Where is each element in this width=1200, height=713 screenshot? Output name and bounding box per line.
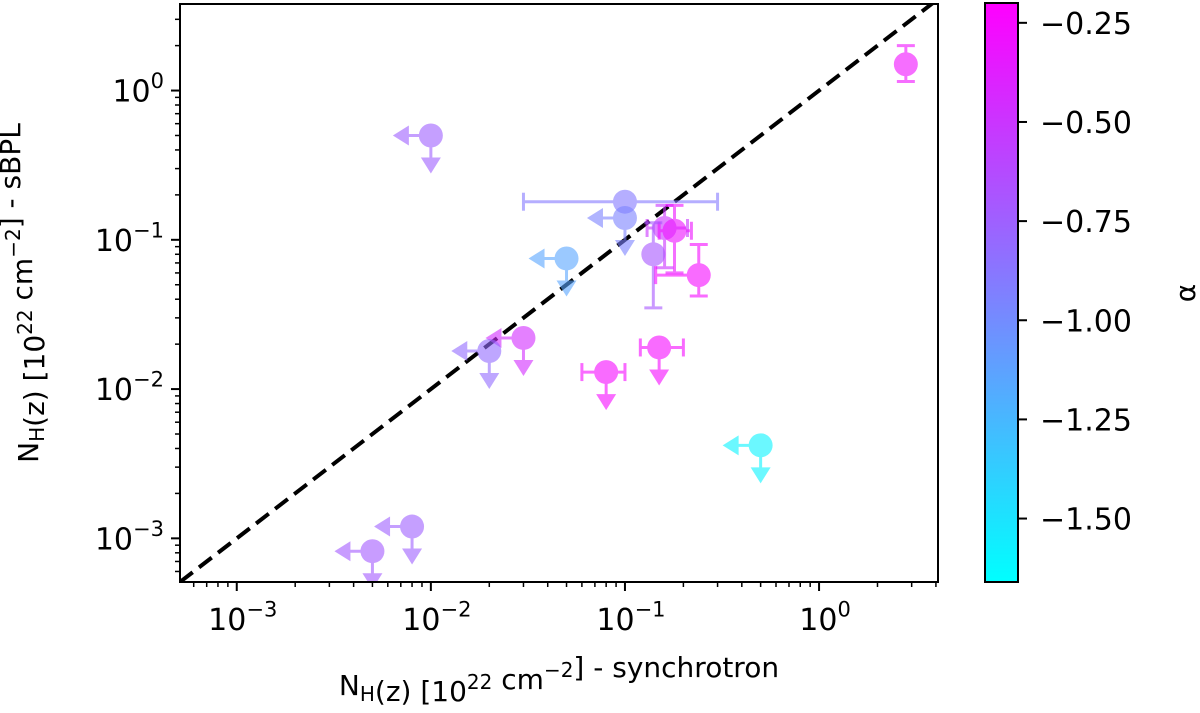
data-point	[657, 203, 693, 275]
colorbar	[984, 2, 1019, 583]
data-marker	[686, 263, 711, 288]
data-point	[641, 221, 666, 310]
x-upper-limit-arrow	[722, 435, 739, 456]
y-axis-label: NH(z) [1022 cm−2] - sBPL	[0, 123, 51, 463]
x-upper-limit-arrow	[374, 516, 391, 537]
data-point	[722, 433, 773, 484]
data-marker	[612, 205, 637, 230]
data-marker	[418, 123, 443, 148]
colorbar-tick-label: −1.50	[1040, 503, 1132, 538]
data-point	[586, 205, 637, 256]
axes: 10−3 10−2 10−1 100 10−3 10−2 10−1 100	[95, 18, 937, 639]
colorbar-tick-label: −1.25	[1040, 403, 1132, 438]
data-point	[374, 514, 425, 565]
data-marker	[748, 433, 773, 458]
one-to-one-line	[180, 4, 935, 582]
y-upper-limit-arrow	[556, 280, 577, 297]
colorbar-tick-label: −0.50	[1040, 106, 1132, 141]
data-marker	[477, 338, 502, 363]
y-upper-limit-arrow	[750, 467, 771, 484]
data-marker	[360, 539, 385, 564]
data-layer	[180, 4, 935, 582]
colorbar-tick-label: −1.00	[1040, 304, 1132, 339]
data-marker	[641, 242, 666, 267]
x-upper-limit-arrow	[334, 541, 351, 562]
y-upper-limit-arrow	[479, 372, 500, 389]
data-marker	[400, 514, 425, 539]
x-tick-label: 10−1	[596, 598, 665, 639]
data-point	[334, 539, 385, 582]
y-upper-limit-arrow	[402, 548, 423, 565]
x-upper-limit-arrow	[528, 248, 545, 269]
plot-frame	[179, 3, 939, 583]
x-tick-label: 100	[799, 598, 851, 639]
colorbar-ticks: −0.25 −0.50 −0.75 −1.00 −1.25 −1.50	[1018, 7, 1132, 538]
data-point	[392, 123, 443, 174]
y-tick-label: 100	[112, 69, 164, 110]
y-upper-limit-arrow	[596, 394, 617, 411]
y-tick-label: 10−1	[95, 218, 164, 259]
data-point	[451, 338, 502, 389]
data-marker	[647, 335, 672, 360]
data-point	[893, 44, 918, 83]
x-tick-label: 10−3	[208, 598, 277, 639]
x-tick-label: 10−2	[402, 598, 471, 639]
x-axis-label: NH(z) [1022 cm−2] - synchrotron	[339, 651, 779, 708]
data-marker	[554, 246, 579, 271]
colorbar-tick-label: −0.75	[1040, 205, 1132, 240]
data-marker	[594, 360, 619, 385]
data-point	[528, 246, 579, 297]
x-upper-limit-arrow	[392, 125, 409, 146]
data-marker	[893, 52, 918, 77]
data-point	[638, 335, 685, 386]
x-upper-limit-arrow	[586, 207, 603, 228]
data-marker	[662, 218, 687, 243]
colorbar-tick-label: −0.25	[1040, 7, 1132, 42]
data-point	[485, 325, 536, 376]
y-upper-limit-arrow	[362, 573, 383, 582]
data-marker	[511, 325, 536, 350]
y-upper-limit-arrow	[420, 157, 441, 174]
y-tick-label: 10−2	[95, 368, 164, 409]
y-upper-limit-arrow	[614, 239, 635, 256]
y-tick-label: 10−3	[95, 517, 164, 558]
data-point	[654, 243, 711, 298]
y-upper-limit-arrow	[513, 359, 534, 376]
x-upper-limit-arrow	[451, 340, 468, 361]
y-upper-limit-arrow	[649, 369, 670, 386]
colorbar-label: α	[1169, 284, 1200, 302]
data-point	[580, 360, 627, 411]
